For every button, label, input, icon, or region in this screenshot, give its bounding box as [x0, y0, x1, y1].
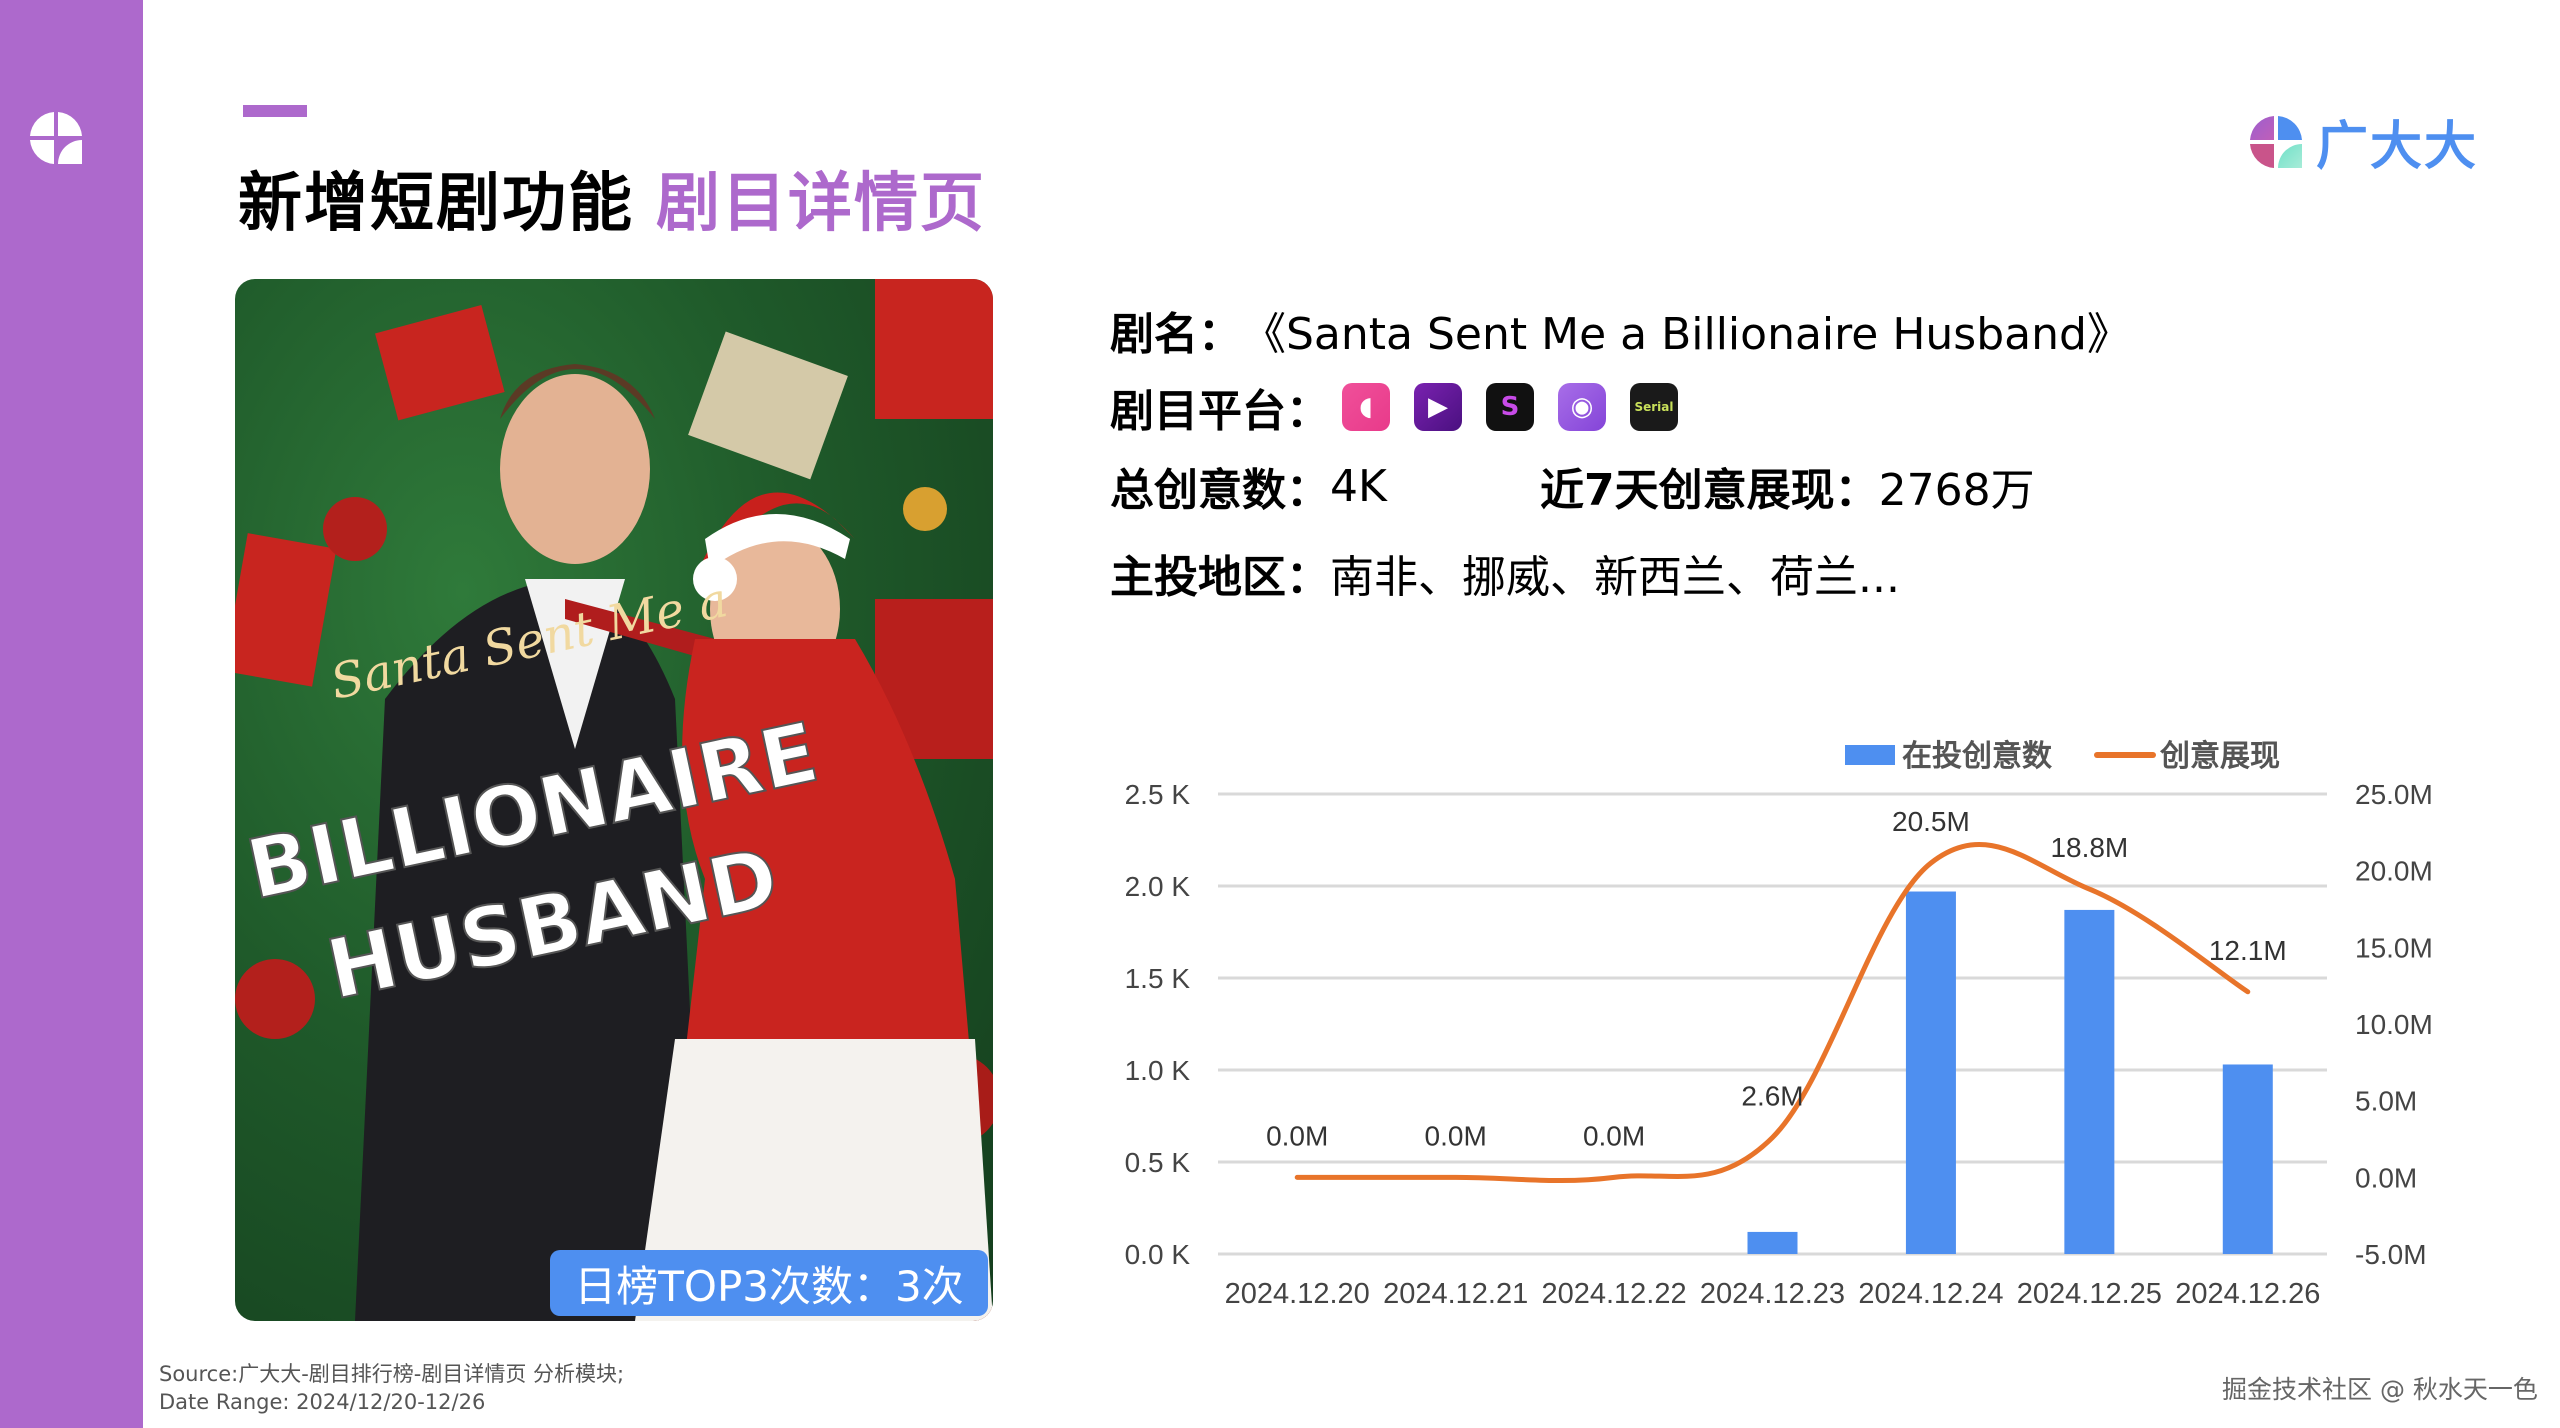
bar-2024.12.24: [1905, 891, 1956, 1254]
x-axis-tick: 2024.12.24: [1858, 1278, 2003, 1310]
recent-impressions-value: 2768万: [1878, 465, 2035, 516]
left-axis-tick: 1.5 K: [1125, 963, 1191, 994]
page-title: 新增短剧功能 剧目详情页: [238, 152, 986, 244]
legend-line-label: 创意展现: [2159, 739, 2280, 774]
right-axis-tick: -5.0M: [2355, 1239, 2427, 1270]
poster-artwork: Santa Sent Me a BILLIONAIRE HUSBAND: [235, 279, 993, 1321]
right-axis-tick: 5.0M: [2355, 1086, 2417, 1117]
region-row: 主投地区： 南非、挪威、新西兰、荷兰...: [1110, 543, 1900, 603]
left-axis-tick: 0.0 K: [1125, 1239, 1191, 1270]
brand-logo-icon: [30, 112, 82, 164]
pink-app-icon[interactable]: ◖: [1342, 383, 1390, 431]
total-creatives-label: 总创意数：: [1110, 465, 1330, 516]
source-text: Source:广大大-剧目排行榜-剧目详情页 分析模块;: [159, 1362, 625, 1386]
drama-name-row: 剧名： 《Santa Sent Me a Billionaire Husband…: [1110, 300, 2131, 360]
x-axis-tick: 2024.12.25: [2017, 1278, 2162, 1310]
bar-2024.12.23: [1747, 1231, 1798, 1254]
platform-row: 剧目平台： ◖ ▶ S ◉ Serial: [1110, 377, 1702, 437]
line-data-label: 2.6M: [1741, 1080, 1803, 1111]
serial-app-icon[interactable]: Serial: [1630, 383, 1678, 431]
x-axis-tick: 2024.12.22: [1541, 1278, 1686, 1310]
s-app-icon[interactable]: S: [1486, 383, 1534, 431]
title-accent-bar: [243, 105, 307, 117]
x-axis-tick: 2024.12.23: [1700, 1278, 1845, 1310]
brand-logo: 广大大: [2248, 104, 2478, 179]
left-axis-tick: 2.5 K: [1125, 779, 1191, 810]
drama-name-label: 剧名：: [1110, 309, 1242, 360]
legend-bar-swatch: [1845, 745, 1895, 765]
impressions-line: [1294, 842, 2251, 1184]
x-axis-tick: 2024.12.21: [1383, 1278, 1528, 1310]
line-data-label: 18.8M: [2050, 832, 2128, 863]
right-axis-tick: 15.0M: [2355, 932, 2433, 963]
date-range-text: Date Range: 2024/12/20-12/26: [159, 1390, 486, 1414]
title-main: 新增短剧功能: [238, 167, 634, 241]
left-axis-tick: 2.0 K: [1125, 871, 1191, 902]
legend-bar-label: 在投创意数: [1902, 739, 2053, 774]
platform-label: 剧目平台：: [1110, 386, 1330, 437]
recent-impressions-label: 近7天创意展现：: [1540, 465, 1879, 516]
region-value: 南非、挪威、新西兰、荷兰...: [1330, 552, 1900, 603]
right-axis-tick: 25.0M: [2355, 779, 2433, 810]
right-axis-tick: 20.0M: [2355, 856, 2433, 887]
footer-source: Source:广大大-剧目排行榜-剧目详情页 分析模块; Date Range:…: [159, 1360, 624, 1416]
watermark: 掘金技术社区 @ 秋水天一色: [2222, 1375, 2538, 1404]
daily-top3-badge: 日榜TOP3次数：3次: [550, 1250, 988, 1316]
right-axis-tick: 10.0M: [2355, 1009, 2433, 1040]
title-accent: 剧目详情页: [656, 167, 986, 241]
x-axis-tick: 2024.12.20: [1225, 1278, 1370, 1310]
bar-2024.12.25: [2064, 909, 2115, 1254]
bar-2024.12.26: [2222, 1064, 2273, 1254]
total-creatives-value: 4K: [1330, 460, 1387, 512]
brand-mark-icon: [2250, 115, 2302, 168]
purple-play-app-icon[interactable]: ▶: [1414, 383, 1462, 431]
line-data-label: 0.0M: [1266, 1120, 1328, 1151]
line-data-label: 0.0M: [1583, 1120, 1645, 1151]
region-label: 主投地区：: [1110, 552, 1330, 603]
line-data-label: 0.0M: [1425, 1120, 1487, 1151]
violet-play-app-icon[interactable]: ◉: [1558, 383, 1606, 431]
x-axis-tick: 2024.12.26: [2175, 1278, 2320, 1310]
stats-row: 总创意数： 4K 近7天创意展现： 2768万: [1110, 456, 2035, 517]
right-axis-tick: 0.0M: [2355, 1162, 2417, 1193]
brand-name: 广大大: [2316, 117, 2479, 177]
left-axis-tick: 1.0 K: [1125, 1055, 1191, 1086]
line-data-label: 12.1M: [2209, 935, 2287, 966]
drama-name-value: 《Santa Sent Me a Billionaire Husband》: [1242, 309, 2131, 360]
line-data-label: 20.5M: [1892, 806, 1970, 837]
left-axis-tick: 0.5 K: [1125, 1147, 1191, 1178]
drama-poster: Santa Sent Me a BILLIONAIRE HUSBAND: [235, 279, 993, 1321]
sidebar: [0, 0, 143, 1428]
